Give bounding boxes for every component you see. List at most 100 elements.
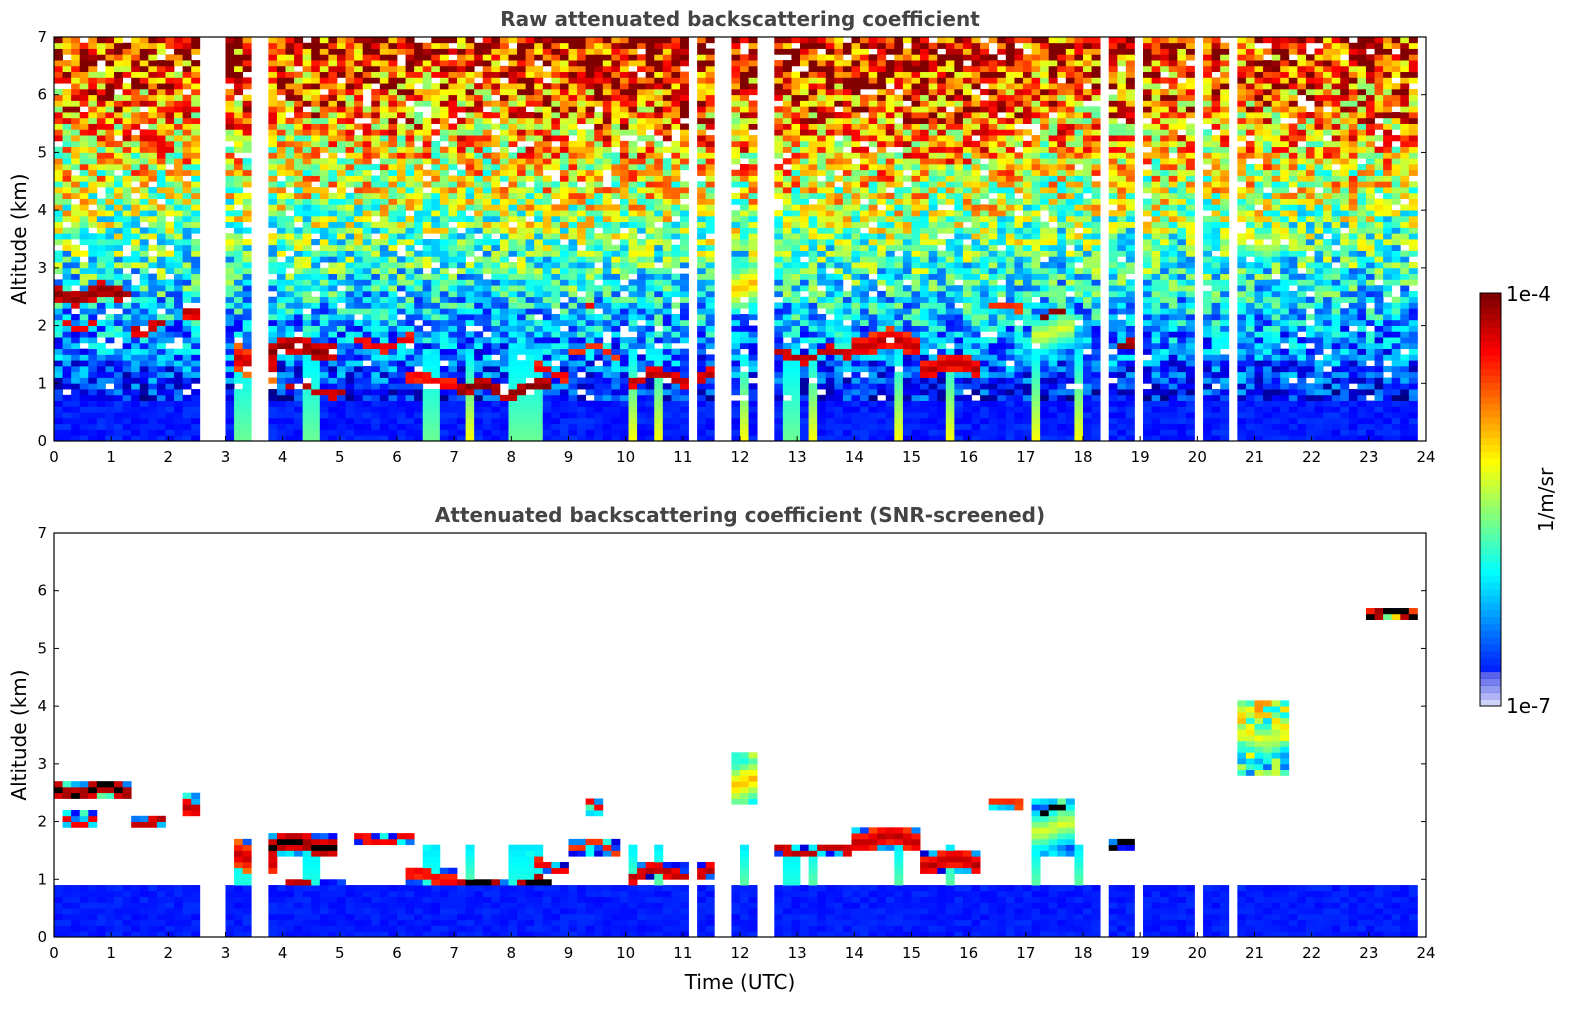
heatmap-cell [71,394,81,401]
heatmap-cell [156,210,166,217]
heatmap-cell [225,204,235,211]
heatmap-cell [131,152,141,159]
heatmap-cell [697,302,707,309]
heatmap-cell [131,77,141,84]
heatmap-cell [371,290,381,298]
heatmap-cell [122,423,132,430]
heatmap-cell [191,377,201,384]
heatmap-cell [182,256,192,263]
heatmap-cell [54,169,63,176]
heatmap-cell [705,406,715,413]
heatmap-cell [465,112,475,119]
heatmap-cell [542,417,552,425]
heatmap-cell [679,233,689,240]
heatmap-cell [131,60,141,67]
heatmap-cell [457,256,466,263]
heatmap-cell [679,215,689,223]
heatmap-cell [139,262,149,269]
heatmap-cell [71,365,81,373]
heatmap-cell [705,423,715,430]
heatmap-cell [585,152,595,159]
heatmap-cell [88,325,98,332]
heatmap-cell [671,60,681,67]
heatmap-cell [585,256,595,263]
heatmap-cell [371,140,381,148]
heatmap-cell [276,106,286,113]
heatmap-cell [397,140,406,148]
heatmap-cell [114,210,123,217]
heatmap-cell [662,175,672,182]
heatmap-cell [645,83,655,90]
heatmap-cell [679,365,689,373]
heatmap-cell [431,302,441,309]
heatmap-cell [328,412,338,419]
heatmap-cell [577,210,587,217]
heatmap-cell [619,354,629,361]
heatmap-cell [731,337,741,344]
heatmap-cell [294,267,304,275]
heatmap-cell [62,256,72,263]
heatmap-cell [628,175,638,182]
heatmap-cell [345,400,355,407]
heatmap-cell [774,210,784,217]
heatmap-cell [491,250,501,257]
heatmap-cell [319,365,329,373]
heatmap-cell [71,342,81,350]
heatmap-cell [568,88,578,96]
heatmap-cell [414,187,424,194]
heatmap-cell [628,244,638,251]
heatmap-cell [431,273,441,280]
heatmap-cell [294,140,304,148]
heatmap-cell [474,187,484,194]
heatmap-cell [491,169,501,176]
heatmap-cell [508,262,518,269]
heatmap-cell [551,117,561,124]
heatmap-cell [191,314,201,321]
heatmap-cell [448,383,458,390]
heatmap-cell [225,169,235,176]
heatmap-cell [637,169,647,176]
heatmap-cell [336,389,346,396]
heatmap-cell [619,221,629,228]
heatmap-cell [594,429,604,436]
heatmap-cell [54,175,63,182]
heatmap-cell [499,262,509,269]
heatmap-cell [662,308,672,315]
heatmap-cell [499,71,509,78]
heatmap-cell [405,60,415,67]
heatmap-cell [148,117,158,124]
heatmap-cell [345,389,355,396]
heatmap-cell [637,152,647,159]
heatmap-cell [679,302,689,309]
heatmap-cell [71,54,81,61]
heatmap-cell [525,169,535,176]
heatmap-cell [748,158,758,165]
heatmap-cell [276,296,286,303]
heatmap-cell [131,112,141,119]
heatmap-cell [397,429,406,436]
heatmap-cell [499,129,509,136]
heatmap-cell [54,77,63,84]
heatmap-cell [482,48,492,55]
heatmap-cell [234,435,244,442]
heatmap-cell [482,54,492,61]
heatmap-cell [465,123,475,130]
heatmap-cell [508,394,518,401]
heatmap-cell [525,112,535,119]
heatmap-cell [439,273,449,280]
heatmap-cell [174,308,184,315]
heatmap-cell [508,331,518,338]
heatmap-cell [602,371,612,378]
heatmap-cell [414,290,424,298]
heatmap-cell [156,48,166,55]
heatmap-cell [148,37,158,44]
heatmap-cell [431,129,441,136]
heatmap-cell [482,158,492,165]
heatmap-cell [782,354,792,361]
heatmap-cell [54,256,63,263]
heatmap-cell [679,256,689,263]
heatmap-cell [782,181,792,188]
heatmap-cell [139,94,149,101]
heatmap-cell [191,65,201,73]
heatmap-cell [525,417,535,425]
